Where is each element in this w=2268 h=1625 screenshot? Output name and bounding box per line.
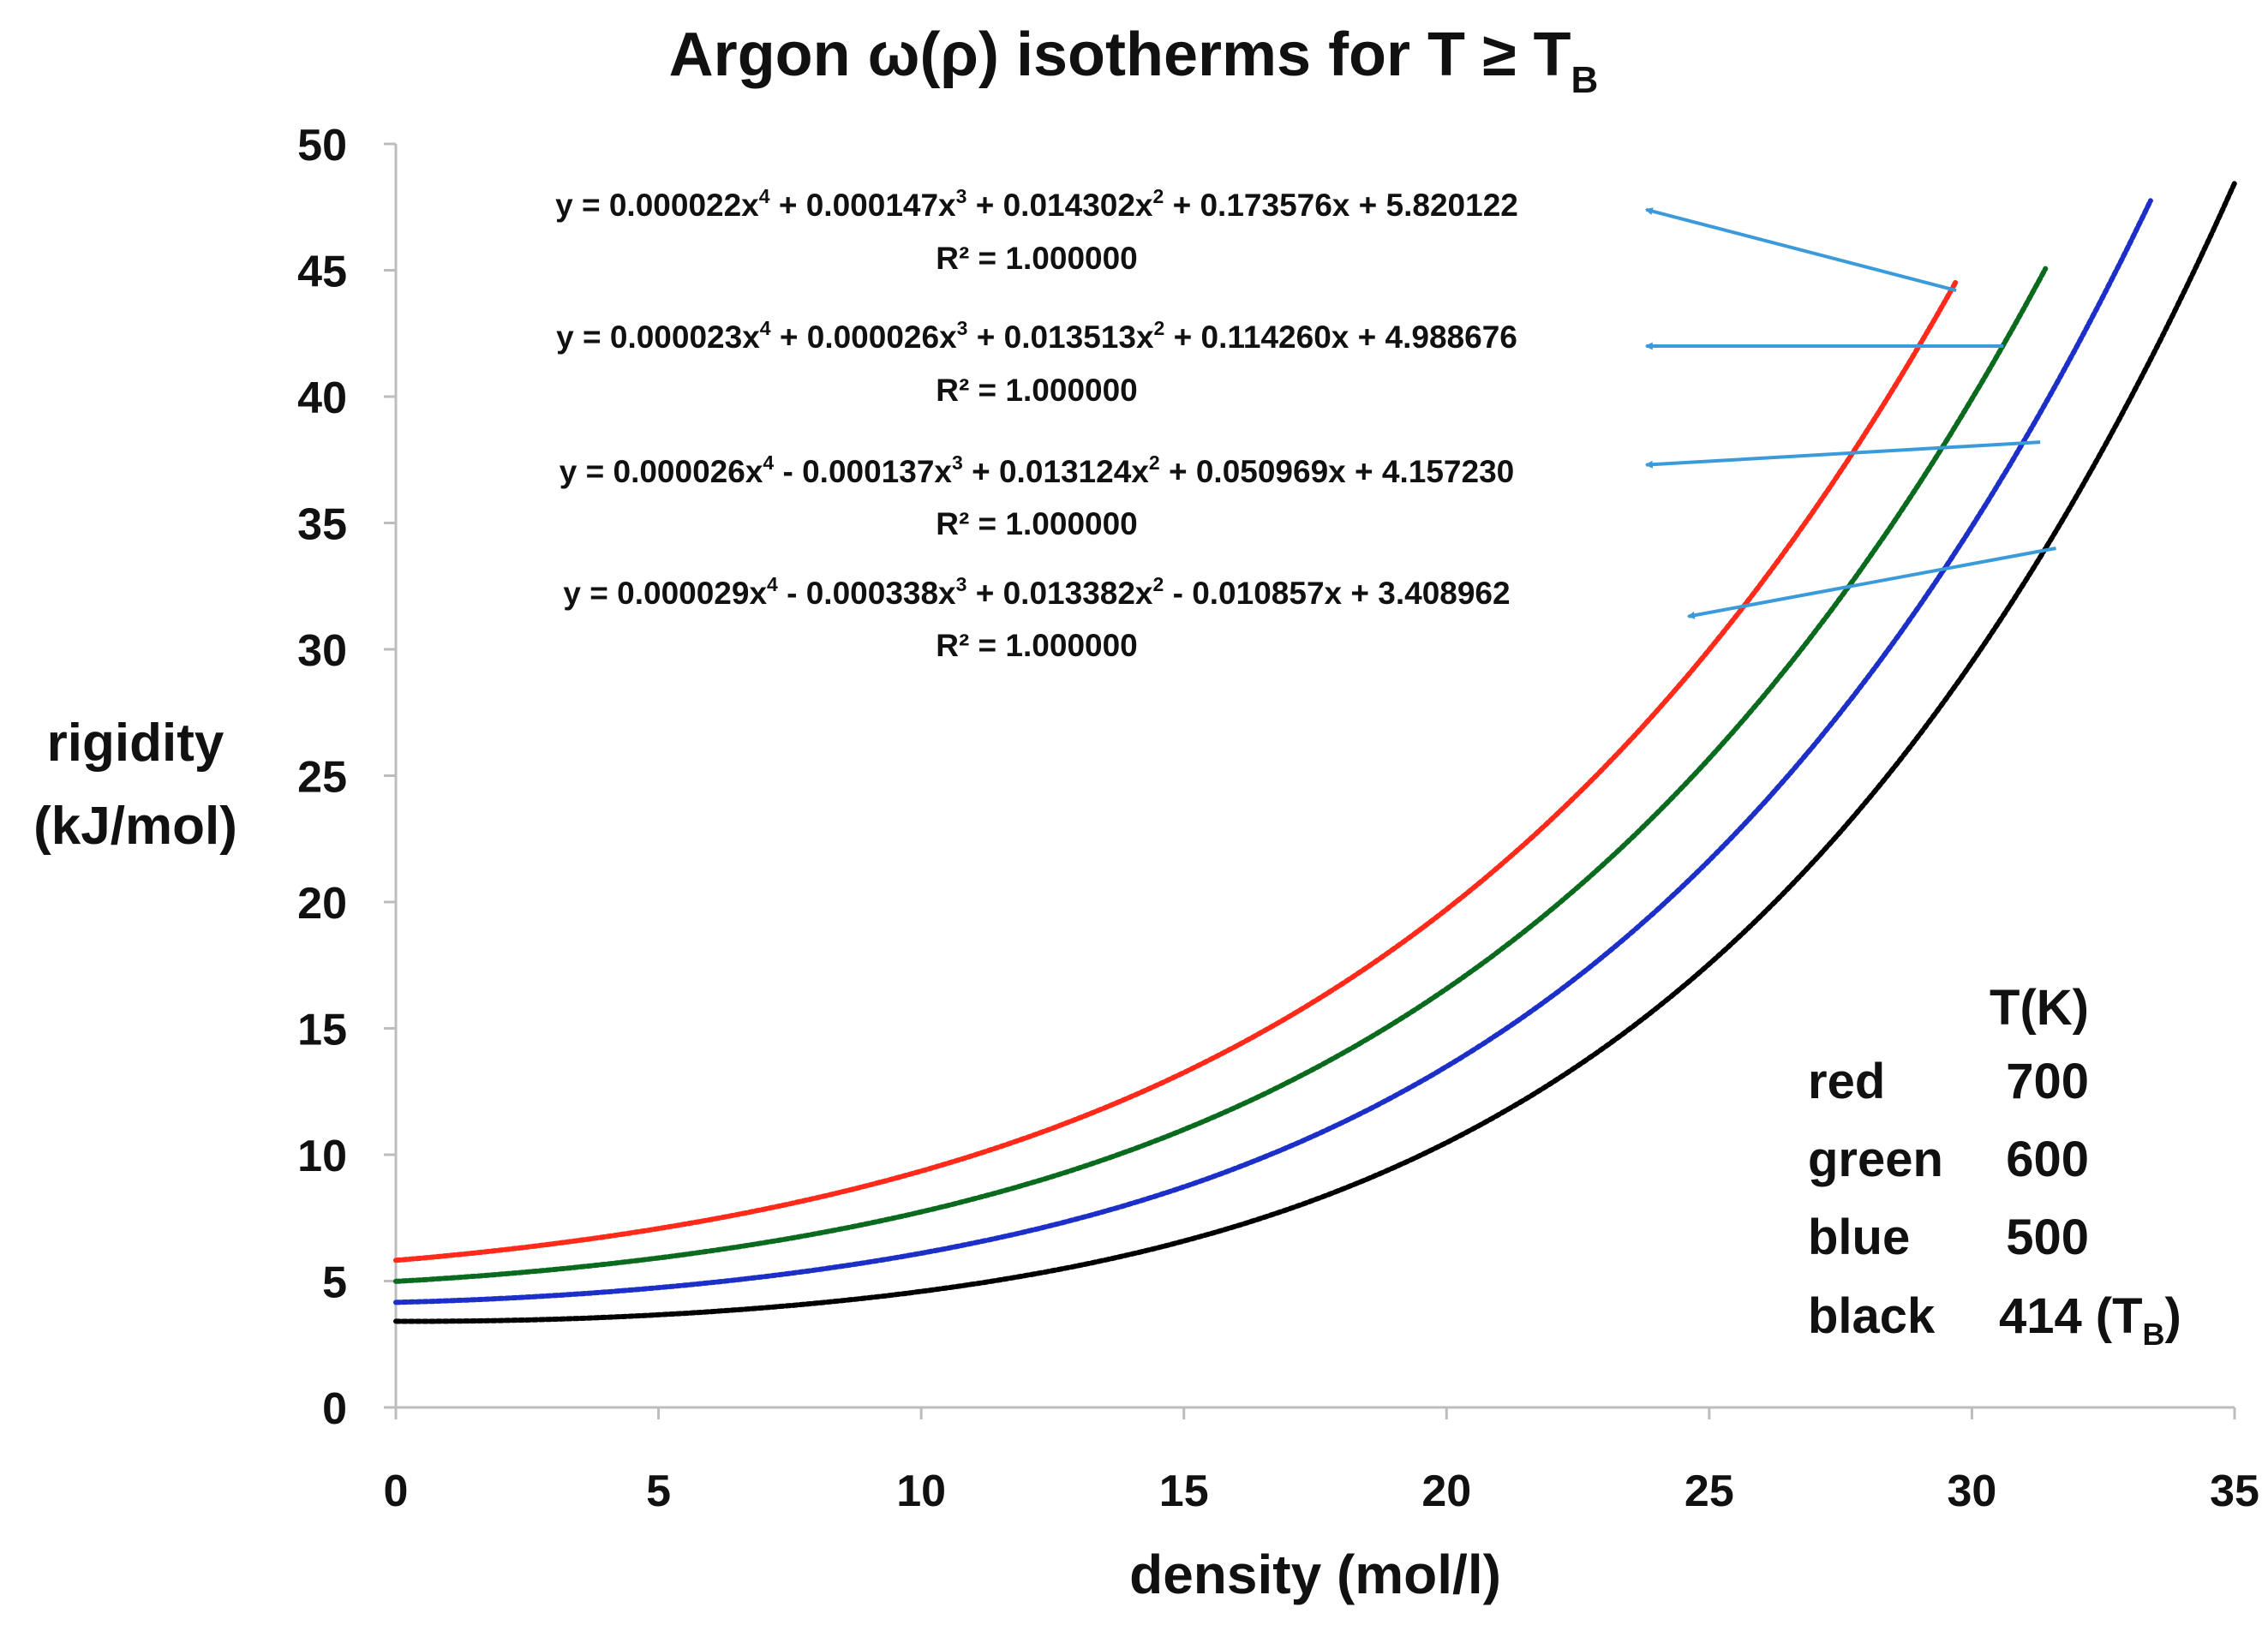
x-tick-label: 25 [1685,1467,1734,1516]
r2-red: R² = 1.000000 [936,241,1138,276]
y-tick-label: 40 [297,373,347,423]
annotation-arrow-red [1644,207,1957,293]
annotation-arrow-black [1686,547,2056,619]
equation-black: y = 0.000029x4 - 0.000338x3 + 0.013382x2… [563,573,1510,611]
legend-name-blue: blue [1808,1210,1910,1265]
r2-blue: R² = 1.000000 [936,506,1138,541]
annotation-arrow-blue [1644,440,2041,469]
legend-name-black: black [1808,1288,1936,1344]
x-tick-label: 0 [384,1467,409,1516]
y-tick-label: 35 [297,500,347,550]
y-tick-label: 0 [322,1384,347,1434]
x-tick-label: 30 [1948,1467,1997,1516]
x-axis-label: density (mol/l) [1129,1544,1501,1605]
legend-temp-blue: 500 [2006,1210,2089,1265]
y-tick-label: 25 [297,753,347,803]
equation-blue: y = 0.000026x4 - 0.000137x3 + 0.013124x2… [560,451,1514,489]
r2-black: R² = 1.000000 [936,628,1138,663]
series-line-red [393,278,1959,1264]
chart-title: Argon ω(ρ) isotherms for T ≥ TB [669,21,1599,101]
legend-name-red: red [1808,1054,1885,1109]
series-line-black [393,180,2237,1324]
series-line-green [393,266,2049,1284]
legend: T(K) red 700 green 600 blue 500 black 41… [1808,980,2181,1352]
legend-name-green: green [1808,1132,1943,1187]
x-tick-label: 15 [1159,1467,1209,1516]
y-tick-label: 45 [297,248,347,297]
x-tick-label: 10 [896,1467,946,1516]
y-tick-label: 15 [297,1006,347,1055]
y-tick-label: 5 [322,1258,347,1308]
legend-temp-black: 414 (TB) [1999,1288,2181,1352]
y-tick-label: 50 [297,121,347,170]
chart-title-subscript: B [1571,59,1599,101]
equation-red: y = 0.000022x4 + 0.000147x3 + 0.014302x2… [555,185,1518,223]
equation-green: y = 0.000023x4 + 0.000026x3 + 0.013513x2… [556,317,1517,355]
x-tick-label: 5 [646,1467,671,1516]
y-axis-label-line2: (kJ/mol) [33,797,237,856]
series-line-blue [393,198,2153,1305]
y-tick-label: 10 [297,1132,347,1181]
legend-temp-red: 700 [2006,1054,2089,1109]
legend-title: T(K) [1990,980,2089,1036]
series-layer [393,180,2237,1324]
x-tick-label: 20 [1421,1467,1471,1516]
y-tick-label: 20 [297,879,347,929]
r2-green: R² = 1.000000 [936,373,1138,408]
legend-temp-green: 600 [2006,1132,2089,1187]
y-tick-label: 30 [297,626,347,676]
x-tick-label: 35 [2210,1467,2259,1516]
y-axis-label-line1: rigidity [47,714,224,773]
equation-annotations: y = 0.000022x4 + 0.000147x3 + 0.014302x2… [555,185,1518,663]
annotation-arrows [1644,207,2056,619]
